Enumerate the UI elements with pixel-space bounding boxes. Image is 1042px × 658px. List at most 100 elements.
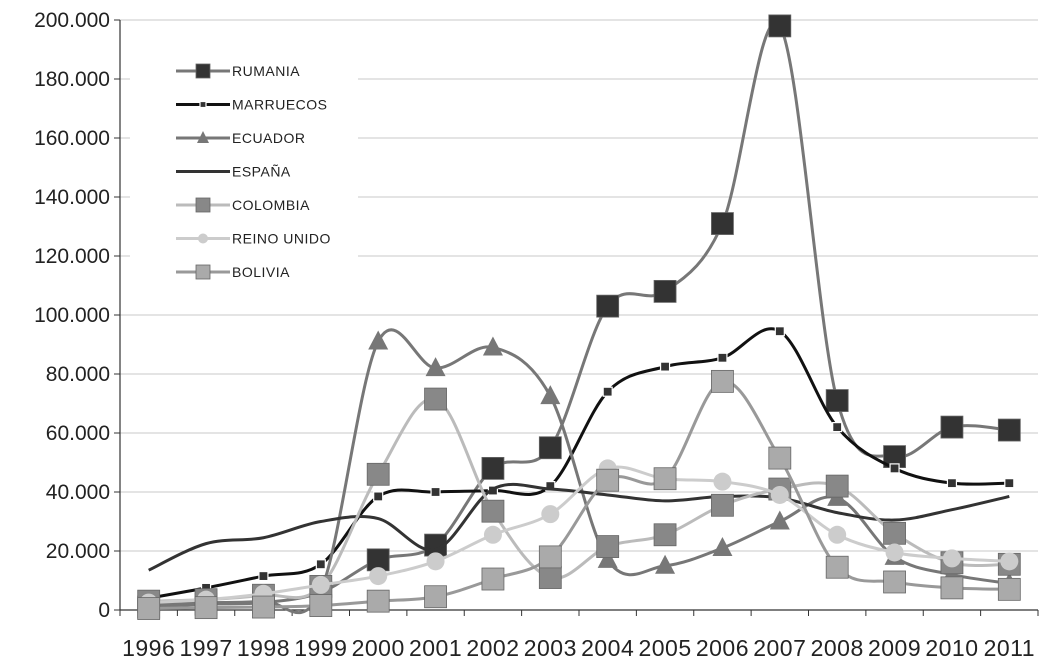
legend-item: ESPAÑA: [176, 164, 290, 180]
legend-label: MARRUECOS: [232, 97, 328, 113]
data-point: [940, 576, 964, 600]
y-tick-label: 80.000: [46, 363, 110, 386]
data-point: [713, 472, 732, 491]
x-tick-label: 2010: [925, 635, 978, 658]
legend-item: ECUADOR: [176, 130, 306, 146]
axes: [114, 19, 1039, 616]
data-point: [137, 597, 161, 620]
legend-item: RUMANIA: [176, 63, 300, 79]
data-point: [653, 467, 677, 491]
data-point: [482, 336, 503, 356]
data-point: [711, 369, 734, 393]
x-tick-label: 1999: [294, 635, 347, 658]
series-group: [137, 14, 1021, 620]
data-point: [711, 493, 734, 517]
series-españa: [148, 482, 1010, 572]
y-axis-ticks: 0 20.000 40.000 60.000 80.000 100.000 120.000 1…: [34, 9, 110, 622]
x-tick-label: 2004: [581, 635, 634, 658]
data-point: [481, 567, 505, 591]
x-tick-label: 2009: [868, 635, 921, 658]
legend-swatch-marker: [199, 100, 207, 109]
data-point: [596, 535, 620, 558]
y-tick-label: 0: [98, 599, 110, 622]
data-point: [883, 570, 906, 594]
data-point: [596, 468, 620, 492]
data-point: [541, 505, 560, 524]
legend-swatch-marker: [198, 233, 208, 244]
data-point: [655, 554, 676, 574]
data-point: [315, 559, 326, 570]
data-point: [828, 525, 847, 544]
x-tick-label: 2003: [524, 635, 577, 658]
legend-swatch-marker: [195, 63, 211, 79]
y-tick-label: 60.000: [46, 422, 110, 445]
data-point: [769, 510, 790, 530]
y-tick-label: 100.000: [34, 304, 110, 327]
x-tick-label: 2005: [638, 635, 691, 658]
data-point: [426, 552, 445, 571]
data-point: [311, 575, 330, 594]
data-point: [258, 570, 269, 582]
x-tick-label: 2001: [409, 635, 462, 658]
legend-box: [130, 40, 358, 294]
data-point: [768, 14, 792, 38]
data-point: [602, 386, 613, 397]
series-bolivia: [137, 369, 1021, 620]
legend-label: RUMANIA: [232, 63, 300, 79]
x-tick-label: 1998: [237, 635, 290, 658]
y-tick-label: 160.000: [34, 127, 110, 150]
data-point: [825, 555, 849, 579]
legend-swatch-marker: [197, 131, 209, 143]
data-point: [717, 352, 728, 363]
legend-item: REINO UNIDO: [176, 231, 330, 247]
data-point: [540, 385, 561, 405]
legend-label: ECUADOR: [232, 130, 306, 146]
series-marruecos: [143, 326, 1015, 604]
y-tick-label: 120.000: [34, 245, 110, 268]
data-point: [252, 595, 275, 619]
data-point: [1000, 552, 1019, 571]
data-point: [368, 330, 389, 350]
x-tick-label: 1996: [122, 635, 175, 658]
legend-item: COLOMBIA: [176, 197, 310, 213]
data-point: [711, 212, 734, 235]
data-point: [369, 567, 388, 586]
data-point: [774, 326, 785, 337]
data-point: [538, 566, 562, 589]
legend-swatch-marker: [195, 264, 211, 280]
legend-item: BOLIVIA: [176, 264, 290, 280]
data-point: [825, 389, 849, 412]
series-line: [148, 465, 1010, 605]
legend-label: BOLIVIA: [232, 264, 290, 280]
data-point: [481, 499, 505, 523]
y-tick-label: 40.000: [46, 481, 110, 504]
legend: RUMANIA MARRUECOS ECUADOR ESPAÑA COLOMBIA REI…: [130, 40, 358, 294]
data-point: [366, 589, 390, 613]
x-tick-label: 1997: [179, 635, 232, 658]
data-point: [538, 545, 562, 569]
data-point: [997, 418, 1021, 442]
data-point: [481, 456, 505, 480]
x-tick-label: 2011: [984, 635, 1035, 658]
data-point: [430, 486, 441, 498]
x-tick-label: 2000: [352, 635, 405, 658]
y-tick-label: 140.000: [34, 186, 110, 209]
series-line: [148, 482, 1010, 572]
y-tick-label: 20.000: [46, 540, 110, 563]
x-tick-label: 2006: [696, 635, 749, 658]
data-point: [483, 525, 502, 544]
data-point: [889, 463, 900, 474]
data-point: [425, 357, 446, 377]
data-point: [659, 361, 671, 372]
data-point: [942, 549, 961, 568]
series-line: [148, 397, 1010, 603]
x-tick-label: 2002: [466, 635, 519, 658]
data-point: [712, 537, 733, 557]
data-point: [596, 294, 620, 318]
legend-label: COLOMBIA: [232, 197, 310, 213]
data-point: [424, 387, 447, 411]
series-line: [148, 327, 1010, 600]
data-point: [997, 577, 1021, 601]
y-tick-label: 200.000: [34, 9, 110, 32]
